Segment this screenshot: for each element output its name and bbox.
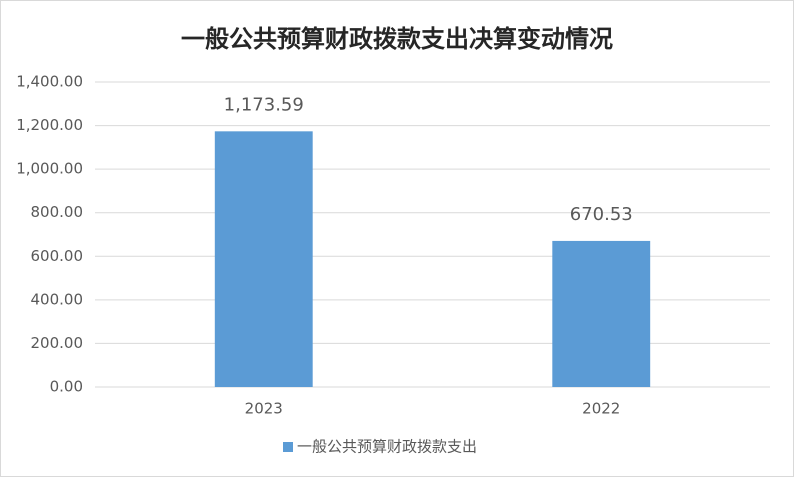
data-label: 670.53 bbox=[570, 204, 633, 225]
y-tick-label: 0.00 bbox=[50, 378, 83, 396]
data-label: 1,173.59 bbox=[224, 94, 304, 115]
y-tick-label: 1,000.00 bbox=[16, 160, 83, 178]
x-tick-label: 2023 bbox=[245, 400, 283, 418]
y-tick-label: 600.00 bbox=[31, 247, 84, 265]
y-tick-label: 800.00 bbox=[31, 203, 84, 221]
bar bbox=[214, 131, 313, 387]
y-tick-label: 1,200.00 bbox=[16, 116, 83, 134]
x-tick-label: 2022 bbox=[582, 400, 620, 418]
chart-title: 一般公共预算财政拨款支出决算变动情况 bbox=[181, 25, 613, 53]
legend-label: 一般公共预算财政拨款支出 bbox=[297, 438, 477, 456]
legend-swatch bbox=[283, 442, 293, 452]
bar bbox=[552, 240, 651, 387]
y-tick-label: 200.00 bbox=[31, 334, 84, 352]
y-tick-label: 400.00 bbox=[31, 290, 84, 308]
y-tick-label: 1,400.00 bbox=[16, 73, 83, 91]
